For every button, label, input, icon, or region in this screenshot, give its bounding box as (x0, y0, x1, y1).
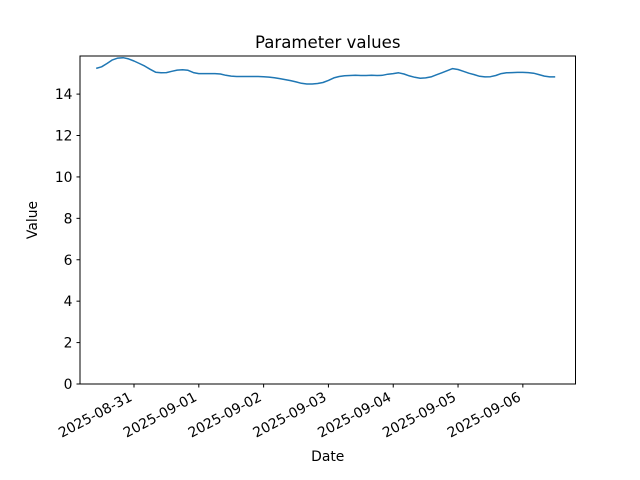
x-axis-label: Date (311, 449, 344, 465)
x-tick-label: 2025-09-05 (380, 389, 459, 441)
y-tick-label: 10 (55, 170, 73, 186)
y-tick-label: 12 (55, 129, 73, 145)
x-tick-label: 2025-08-31 (56, 389, 135, 441)
x-tick-label: 2025-09-01 (121, 389, 200, 441)
x-tick-label: 2025-09-02 (186, 389, 265, 441)
y-tick-label: 14 (55, 87, 73, 103)
x-tick-label: 2025-09-03 (251, 389, 330, 441)
plot-border (79, 55, 576, 385)
x-tick-label: 2025-09-06 (445, 389, 524, 441)
plot-area: 024681012142025-08-312025-09-012025-09-0… (55, 55, 576, 441)
y-tick-label: 0 (64, 377, 73, 393)
chart-title: Parameter values (255, 33, 401, 52)
y-tick-label: 4 (64, 294, 73, 310)
data-line (95, 56, 556, 85)
y-tick-label: 8 (64, 211, 73, 227)
y-tick-label: 6 (64, 253, 73, 269)
y-axis-label: Value (25, 201, 41, 239)
y-tick-label: 2 (64, 336, 73, 352)
